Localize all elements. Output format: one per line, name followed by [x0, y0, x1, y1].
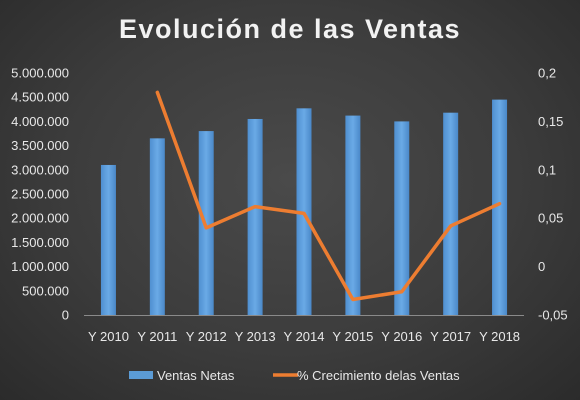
x-tick-label: Y 2015: [332, 329, 373, 344]
x-tick-label: Y 2016: [381, 329, 422, 344]
y-left-tick-label: 4.500.000: [11, 90, 69, 105]
growth-line: [155, 90, 502, 302]
bar: [345, 115, 361, 315]
x-tick-label: Y 2012: [186, 329, 227, 344]
y-right-tick-label: 0,05: [538, 211, 563, 226]
y-left-tick-label: 3.500.000: [11, 138, 69, 153]
y-left-tick-label: 4.000.000: [11, 114, 69, 129]
x-axis: Y 2010 Y 2011 Y 2012 Y 2013 Y 2014 Y 2015 Y 20…: [84, 315, 524, 344]
y-left-tick-label: 2.500.000: [11, 187, 69, 202]
chart-title: Evolución de las Ventas: [118, 14, 462, 44]
bar: [247, 118, 263, 315]
y-left-tick-label: 2.000.000: [11, 211, 69, 226]
y-left-tick-label: 5.000.000: [11, 66, 69, 81]
y-left-tick-label: 1.500.000: [11, 235, 69, 250]
y-left-tick-label: 1.000.000: [11, 259, 69, 274]
y-right-tick-label: 0,15: [538, 114, 563, 129]
y-left-tick-label: 3.000.000: [11, 162, 69, 177]
y-left-tick-label: 0: [62, 308, 69, 323]
x-tick-label: Y 2011: [137, 329, 177, 344]
left-axis: 0 500.000 1.000.000 1.500.000 2.000.000 2.500…: [11, 66, 69, 323]
legend-line-label: % Crecimiento delas Ventas: [297, 368, 460, 383]
bar: [443, 112, 459, 315]
y-right-tick-label: 0,1: [538, 162, 556, 177]
bar: [492, 99, 508, 316]
bar: [394, 121, 410, 316]
x-tick-label: Y 2010: [88, 329, 129, 344]
y-right-tick-label: 0,2: [538, 66, 556, 81]
bar: [100, 164, 116, 315]
bar-series: [100, 99, 508, 316]
y-left-tick-label: 500.000: [22, 283, 69, 298]
y-right-tick-label: 0: [538, 259, 545, 274]
bar: [149, 138, 165, 315]
line-series: [155, 90, 502, 302]
legend: Ventas Netas % Crecimiento delas Ventas: [129, 368, 460, 383]
legend-bar-swatch: [129, 371, 153, 379]
y-right-tick-label: -0,05: [538, 308, 568, 323]
x-tick-label: Y 2014: [284, 329, 325, 344]
x-tick-label: Y 2013: [235, 329, 276, 344]
x-tick-label: Y 2017: [430, 329, 471, 344]
x-tick-label: Y 2018: [479, 329, 520, 344]
right-axis: -0,05 0 0,05 0,1 0,15 0,2: [538, 66, 568, 323]
legend-bar-label: Ventas Netas: [157, 368, 235, 383]
